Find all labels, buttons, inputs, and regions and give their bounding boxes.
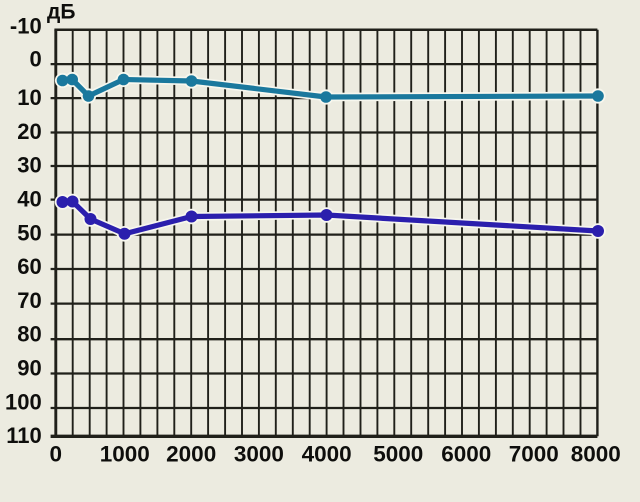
svg-text:80: 80 [17,322,41,347]
svg-text:70: 70 [17,288,41,313]
svg-text:5000: 5000 [373,441,423,466]
svg-text:8000: 8000 [571,441,621,466]
svg-text:40: 40 [17,187,41,212]
svg-text:60: 60 [17,254,41,279]
svg-text:90: 90 [17,356,41,381]
svg-text:дБ: дБ [47,0,75,23]
svg-text:-10: -10 [10,14,42,39]
svg-text:0: 0 [29,47,41,72]
svg-text:6000: 6000 [441,441,491,466]
svg-text:4000: 4000 [302,441,352,466]
svg-text:20: 20 [17,119,41,144]
svg-text:50: 50 [17,220,41,245]
svg-text:1000: 1000 [100,441,150,466]
svg-text:2000: 2000 [166,441,216,466]
svg-text:10: 10 [17,85,41,110]
svg-text:110: 110 [6,423,42,448]
svg-text:3000: 3000 [234,441,284,466]
svg-text:0: 0 [50,441,63,466]
svg-text:30: 30 [17,153,41,178]
svg-text:7000: 7000 [509,441,559,466]
svg-text:100: 100 [5,389,42,414]
